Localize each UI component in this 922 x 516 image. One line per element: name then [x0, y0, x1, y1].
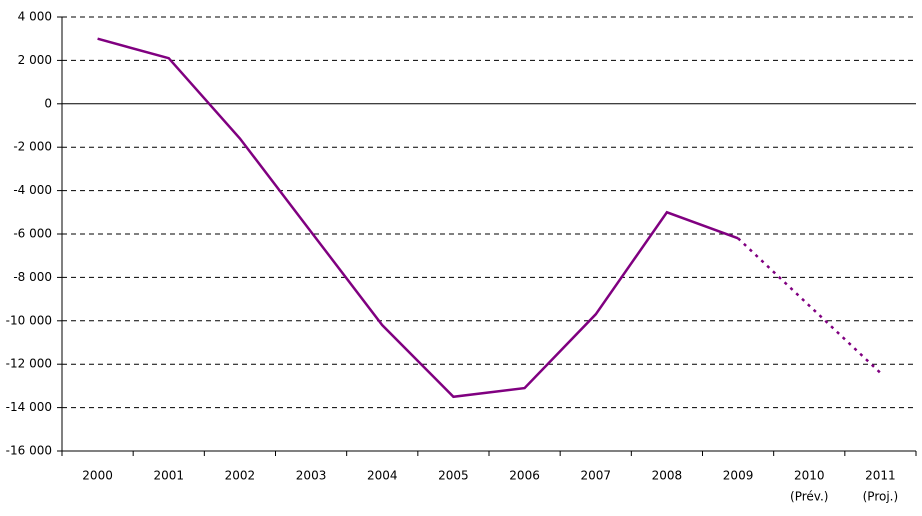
y-tick-label: -14 000 — [6, 400, 52, 414]
y-tick-label: -10 000 — [6, 313, 52, 327]
x-tick-label: 2008 — [652, 469, 683, 483]
x-tick-label: 2001 — [153, 469, 184, 483]
x-tick-label: 2007 — [580, 469, 611, 483]
x-tick-label: 2003 — [296, 469, 327, 483]
x-tick-label: 2002 — [225, 469, 256, 483]
x-tick-label: 2011 — [865, 469, 896, 483]
x-tick-note: (Prév.) — [790, 490, 828, 504]
x-tick-label: 2009 — [723, 469, 754, 483]
y-tick-label: -8 000 — [13, 270, 52, 284]
y-tick-label: 2 000 — [18, 53, 52, 67]
x-tick-note: (Proj.) — [863, 490, 899, 504]
y-tick-label: -16 000 — [6, 444, 52, 458]
y-tick-label: -4 000 — [13, 183, 52, 197]
x-tick-label: 2010 — [794, 469, 825, 483]
y-tick-label: 4 000 — [18, 10, 52, 24]
x-tick-label: 2006 — [509, 469, 540, 483]
data-line — [97, 37, 739, 399]
data-line — [737, 237, 882, 374]
y-tick-label: -6 000 — [13, 227, 52, 241]
y-tick-label: -12 000 — [6, 357, 52, 371]
x-tick-label: 2005 — [438, 469, 469, 483]
y-tick-label: 0 — [44, 96, 52, 110]
y-tick-label: -2 000 — [13, 140, 52, 154]
x-tick-label: 2004 — [367, 469, 398, 483]
x-tick-label: 2000 — [82, 469, 113, 483]
